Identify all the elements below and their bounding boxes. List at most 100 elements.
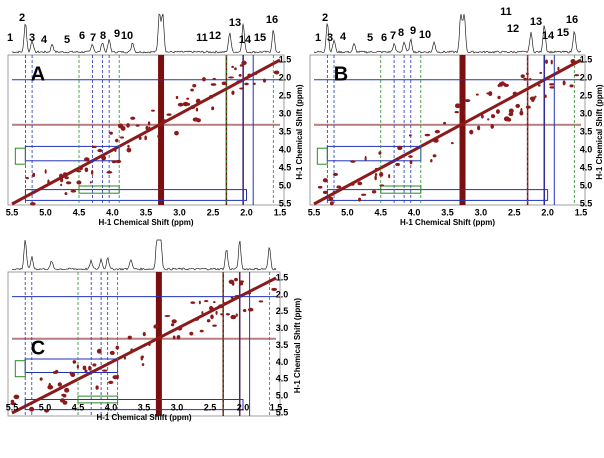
cross-peak xyxy=(194,317,199,321)
cross-peak xyxy=(357,181,363,186)
peak-label: 14 xyxy=(542,30,555,42)
cross-peak xyxy=(76,180,82,185)
x-tick-label: 5.5 xyxy=(6,207,19,217)
cross-peak xyxy=(117,123,124,129)
peak-label: 8 xyxy=(398,27,404,39)
cross-peak xyxy=(212,324,217,327)
cross-peak xyxy=(239,87,244,90)
cross-peak xyxy=(204,300,209,303)
correlation-box xyxy=(78,185,120,194)
cross-peak xyxy=(145,125,149,131)
cross-peak xyxy=(239,281,244,286)
cross-peak xyxy=(150,109,155,112)
cross-peak xyxy=(379,184,385,187)
cross-peak xyxy=(111,160,117,164)
cross-peak xyxy=(90,370,95,373)
y-tick-label: 1.5 xyxy=(279,54,292,64)
cross-peak xyxy=(520,74,525,78)
cross-peak xyxy=(64,176,69,180)
cross-peak xyxy=(102,369,108,372)
spectrum xyxy=(313,13,582,54)
cross-peak xyxy=(570,59,576,64)
cross-peak xyxy=(171,319,177,324)
correlation-box xyxy=(14,147,26,165)
plot-frame xyxy=(7,271,281,417)
cross-peak xyxy=(469,129,474,135)
y-tick-label: 5.5 xyxy=(276,407,289,417)
cross-peak xyxy=(186,97,190,100)
cross-peak xyxy=(480,114,484,119)
cross-peak xyxy=(64,192,68,196)
cross-peak xyxy=(222,301,226,305)
cross-peak xyxy=(112,375,119,380)
cross-peak xyxy=(210,83,217,86)
peak-label: 5 xyxy=(367,32,373,44)
peak-label: 1 xyxy=(7,32,13,44)
cross-peak xyxy=(231,90,235,95)
cross-peak xyxy=(374,173,378,176)
cross-peak xyxy=(537,84,541,87)
cross-peak xyxy=(192,117,199,122)
cross-peak xyxy=(350,160,356,163)
cross-peak xyxy=(76,364,80,369)
cross-peak xyxy=(244,82,249,86)
cross-peak xyxy=(228,76,235,79)
cross-peak xyxy=(262,78,267,83)
cross-peak xyxy=(62,400,68,405)
cross-peak xyxy=(84,369,88,373)
cross-peak xyxy=(475,93,479,96)
cross-peak xyxy=(187,102,191,106)
cross-peak xyxy=(557,66,560,71)
cross-peak xyxy=(401,154,406,157)
cross-peak xyxy=(490,124,494,129)
x-tick-label: 2.0 xyxy=(237,402,250,412)
peak-label: 5 xyxy=(64,34,70,46)
cross-peak xyxy=(75,170,82,173)
cross-peak xyxy=(211,106,215,111)
peak-label: 8 xyxy=(100,30,106,42)
peak-label: 14 xyxy=(239,34,252,46)
cross-peak xyxy=(175,95,179,100)
noise-band xyxy=(459,55,466,205)
panel-label: A xyxy=(31,63,45,85)
x-tick-label: 1.5 xyxy=(575,207,588,217)
cross-peak xyxy=(371,190,377,194)
x-tick-label: 4.0 xyxy=(105,402,118,412)
cross-peak xyxy=(32,172,36,178)
peak-label: 6 xyxy=(79,30,85,42)
cross-peak xyxy=(62,394,67,398)
panel: C 5.5 5.0 4.5 4.0 3.5 3.0 2.5 2.0 1.5 H-1 Chemical… xyxy=(6,239,302,422)
cross-peak xyxy=(539,79,543,83)
cross-peak xyxy=(271,287,278,292)
cross-peak xyxy=(358,197,362,202)
cross-peak xyxy=(450,141,454,145)
cross-peak xyxy=(364,155,367,161)
cross-peak xyxy=(171,323,175,327)
cross-peak xyxy=(127,335,132,340)
y-tick-label: 4.5 xyxy=(279,162,292,172)
peak-label: 15 xyxy=(557,27,569,39)
cross-peak xyxy=(574,74,580,77)
spectrum xyxy=(11,13,281,54)
peak-label: 15 xyxy=(254,32,266,44)
cross-peak xyxy=(182,101,189,107)
cross-peak xyxy=(336,185,342,189)
peak-label: 9 xyxy=(114,28,120,40)
cross-peak xyxy=(209,95,214,99)
cross-peak xyxy=(97,148,103,153)
peak-label: 2 xyxy=(322,12,328,24)
cross-peak xyxy=(490,114,496,119)
x-tick-label: 2.5 xyxy=(204,402,217,412)
cross-peak xyxy=(328,196,334,201)
y-tick-label: 4.0 xyxy=(580,144,593,154)
cross-peak xyxy=(127,144,130,148)
cross-peak xyxy=(215,310,218,315)
cross-peak xyxy=(10,402,17,406)
cross-peak xyxy=(119,136,125,139)
cross-peak xyxy=(529,78,532,81)
cross-peak xyxy=(235,313,238,317)
cross-peak xyxy=(519,110,524,116)
cross-peak xyxy=(273,70,280,75)
